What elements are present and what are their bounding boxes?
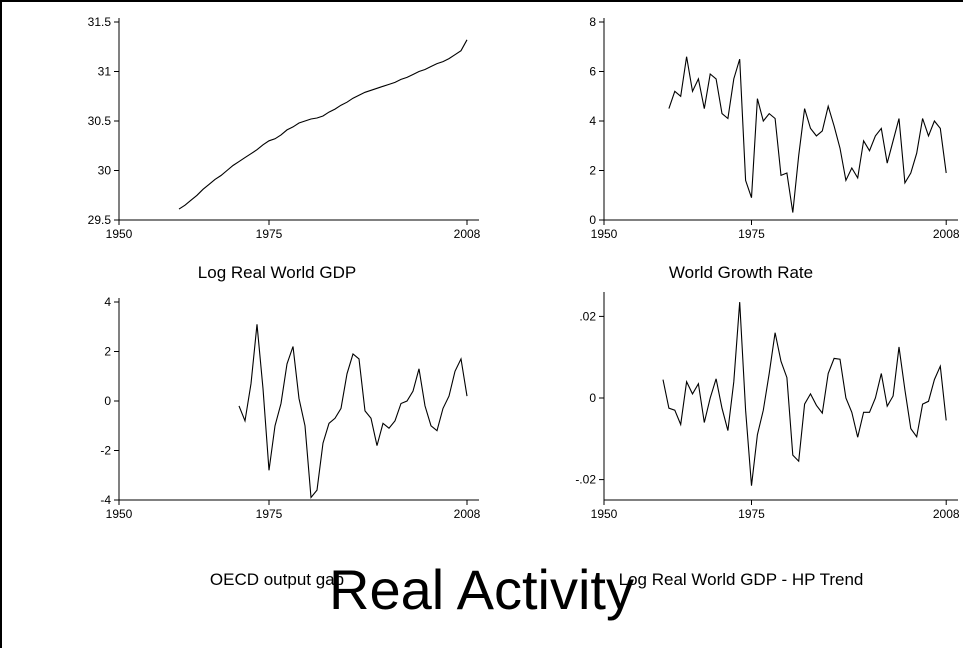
y-tick-label: -4 xyxy=(100,493,111,507)
panel-title: Log Real World GDP xyxy=(198,263,356,282)
y-tick-label: 0 xyxy=(589,213,596,227)
y-tick-label: 6 xyxy=(589,65,596,79)
series-line xyxy=(668,56,947,213)
panel-1: 29.5 30 30.5 31 31.5 1950 1975 2008 Log Real Wor… xyxy=(88,15,481,282)
x-tick-label: 1975 xyxy=(256,507,283,521)
x-tick-label: 1975 xyxy=(738,227,765,241)
y-tick-label: 2 xyxy=(104,345,111,359)
y-tick-label: 8 xyxy=(589,15,596,29)
panel-3: -4 -2 0 2 4 1950 1975 2008 OECD output gap xyxy=(100,295,480,589)
y-tick-label: 29.5 xyxy=(88,213,112,227)
figure-title: Real Activity xyxy=(329,558,634,621)
y-tick-label: 0 xyxy=(104,394,111,408)
x-tick-label: 1950 xyxy=(591,227,618,241)
x-tick-label: 1950 xyxy=(591,507,618,521)
panel-2: 0 2 4 6 8 1950 1975 2008 World Growth Rate xyxy=(589,15,960,282)
y-tick-label: -.02 xyxy=(575,473,596,487)
y-tick-label: .02 xyxy=(579,309,596,323)
series-line xyxy=(178,39,468,210)
panel-title: OECD output gap xyxy=(210,570,344,589)
panel-title: Log Real World GDP - HP Trend xyxy=(619,570,864,589)
series-line xyxy=(662,302,947,486)
x-tick-label: 2008 xyxy=(454,227,481,241)
x-tick-label: 2008 xyxy=(933,507,960,521)
y-tick-label: 30 xyxy=(98,164,112,178)
y-tick-label: 31 xyxy=(98,65,112,79)
panel-4: -.02 0 .02 1950 1975 2008 Log Real World GDP -… xyxy=(575,292,960,589)
x-tick-label: 1975 xyxy=(256,227,283,241)
y-tick-label: 2 xyxy=(589,164,596,178)
x-tick-label: 1950 xyxy=(106,507,133,521)
x-tick-label: 2008 xyxy=(933,227,960,241)
series-line xyxy=(238,324,468,499)
y-tick-label: 4 xyxy=(589,114,596,128)
x-tick-label: 1975 xyxy=(738,507,765,521)
panel-title: World Growth Rate xyxy=(669,263,813,282)
y-tick-label: 31.5 xyxy=(88,15,112,29)
y-tick-label: 30.5 xyxy=(88,114,112,128)
y-tick-label: 0 xyxy=(589,391,596,405)
y-tick-label: -2 xyxy=(100,444,111,458)
x-tick-label: 1950 xyxy=(106,227,133,241)
x-tick-label: 2008 xyxy=(454,507,481,521)
y-tick-label: 4 xyxy=(104,295,111,309)
